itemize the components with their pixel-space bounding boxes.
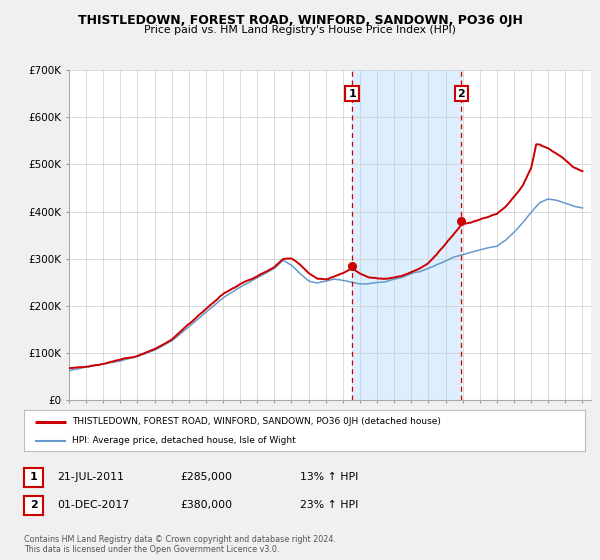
- Text: THISTLEDOWN, FOREST ROAD, WINFORD, SANDOWN, PO36 0JH: THISTLEDOWN, FOREST ROAD, WINFORD, SANDO…: [77, 14, 523, 27]
- Bar: [352, 70, 461, 400]
- Text: 2: 2: [457, 88, 465, 99]
- Text: 01-DEC-2017: 01-DEC-2017: [57, 500, 129, 510]
- Text: This data is licensed under the Open Government Licence v3.0.: This data is licensed under the Open Gov…: [24, 545, 280, 554]
- Text: 2: 2: [30, 500, 37, 510]
- Text: £285,000: £285,000: [180, 472, 232, 482]
- Text: 23% ↑ HPI: 23% ↑ HPI: [300, 500, 358, 510]
- Text: Price paid vs. HM Land Registry's House Price Index (HPI): Price paid vs. HM Land Registry's House …: [144, 25, 456, 35]
- Text: THISTLEDOWN, FOREST ROAD, WINFORD, SANDOWN, PO36 0JH (detached house): THISTLEDOWN, FOREST ROAD, WINFORD, SANDO…: [71, 417, 440, 426]
- Text: 13% ↑ HPI: 13% ↑ HPI: [300, 472, 358, 482]
- Text: HPI: Average price, detached house, Isle of Wight: HPI: Average price, detached house, Isle…: [71, 436, 295, 445]
- Text: Contains HM Land Registry data © Crown copyright and database right 2024.: Contains HM Land Registry data © Crown c…: [24, 535, 336, 544]
- Text: 1: 1: [30, 472, 37, 482]
- Text: £380,000: £380,000: [180, 500, 232, 510]
- Text: 1: 1: [348, 88, 356, 99]
- Text: 21-JUL-2011: 21-JUL-2011: [57, 472, 124, 482]
